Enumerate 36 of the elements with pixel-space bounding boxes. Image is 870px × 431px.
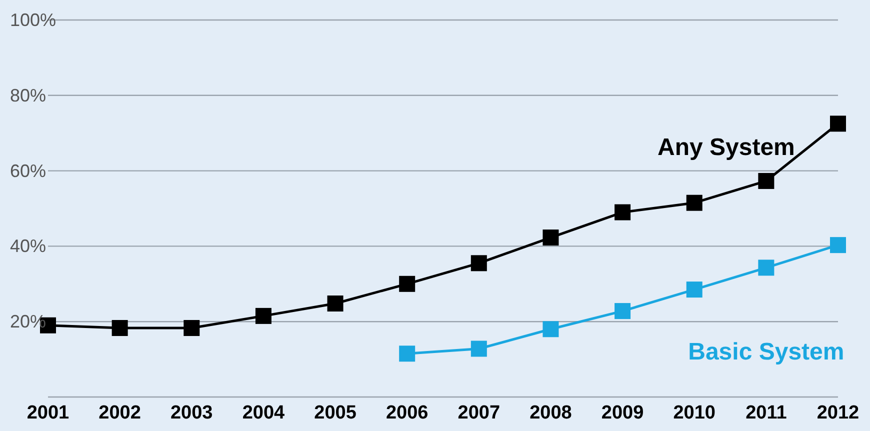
point xyxy=(399,276,416,292)
point xyxy=(327,296,344,312)
point xyxy=(614,204,631,220)
point xyxy=(758,172,774,189)
point xyxy=(112,320,128,336)
x-tick-label: 2001 xyxy=(26,402,70,424)
y-tick-label: 40% xyxy=(10,236,46,256)
point xyxy=(686,282,702,298)
point xyxy=(758,260,774,276)
point xyxy=(470,340,487,357)
x-tick-label: 2007 xyxy=(458,402,500,424)
x-tick-label: 2010 xyxy=(673,402,716,424)
x-tick-label: 2003 xyxy=(170,402,213,424)
point xyxy=(686,194,702,211)
x-tick-label: 2009 xyxy=(601,402,644,424)
y-tick-label: 80% xyxy=(10,85,46,106)
point xyxy=(470,255,487,272)
point xyxy=(184,320,200,336)
y-tick-label: 100% xyxy=(10,10,56,30)
point xyxy=(614,303,631,320)
point xyxy=(542,230,559,246)
y-tick-label: 60% xyxy=(10,160,46,181)
point xyxy=(830,116,846,132)
point xyxy=(399,346,416,362)
x-tick-label: 2002 xyxy=(98,402,141,424)
point xyxy=(255,308,272,324)
x-tick-label: 2011 xyxy=(746,402,788,424)
series-label: Basic System xyxy=(688,338,844,366)
x-tick-label: 2006 xyxy=(386,402,428,424)
series-label: Any System xyxy=(657,134,795,161)
point xyxy=(830,237,846,254)
x-tick-label: 2005 xyxy=(314,402,357,424)
x-tick-label: 2012 xyxy=(816,402,860,424)
x-tick-label: 2004 xyxy=(242,402,286,424)
x-tick-label: 2008 xyxy=(530,402,572,424)
point xyxy=(542,321,559,338)
